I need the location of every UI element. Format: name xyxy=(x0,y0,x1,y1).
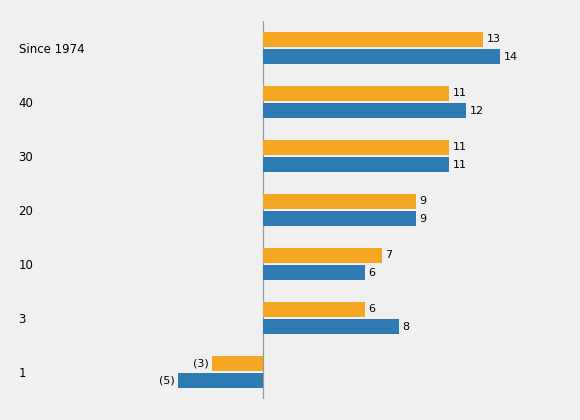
Bar xyxy=(263,103,466,118)
Text: 11: 11 xyxy=(453,160,467,170)
Bar xyxy=(212,356,263,371)
Text: 9: 9 xyxy=(419,214,426,223)
Bar xyxy=(263,86,450,101)
Bar xyxy=(179,373,263,388)
Text: 13: 13 xyxy=(487,34,501,45)
Text: 9: 9 xyxy=(419,197,426,206)
Bar xyxy=(263,32,483,47)
Text: 12: 12 xyxy=(470,106,484,116)
Bar xyxy=(263,140,450,155)
Text: 11: 11 xyxy=(453,88,467,98)
Text: 8: 8 xyxy=(402,322,409,332)
Bar xyxy=(263,194,415,209)
Text: 14: 14 xyxy=(503,52,518,62)
Text: 6: 6 xyxy=(368,304,375,314)
Text: (5): (5) xyxy=(160,375,175,386)
Bar xyxy=(263,248,382,263)
Bar xyxy=(263,265,365,280)
Bar xyxy=(263,319,398,334)
Bar xyxy=(263,302,365,317)
Bar xyxy=(263,157,450,172)
Bar xyxy=(263,49,500,64)
Text: (3): (3) xyxy=(193,358,209,368)
Bar xyxy=(263,211,415,226)
Text: 11: 11 xyxy=(453,142,467,152)
Text: 6: 6 xyxy=(368,268,375,278)
Text: 7: 7 xyxy=(385,250,392,260)
